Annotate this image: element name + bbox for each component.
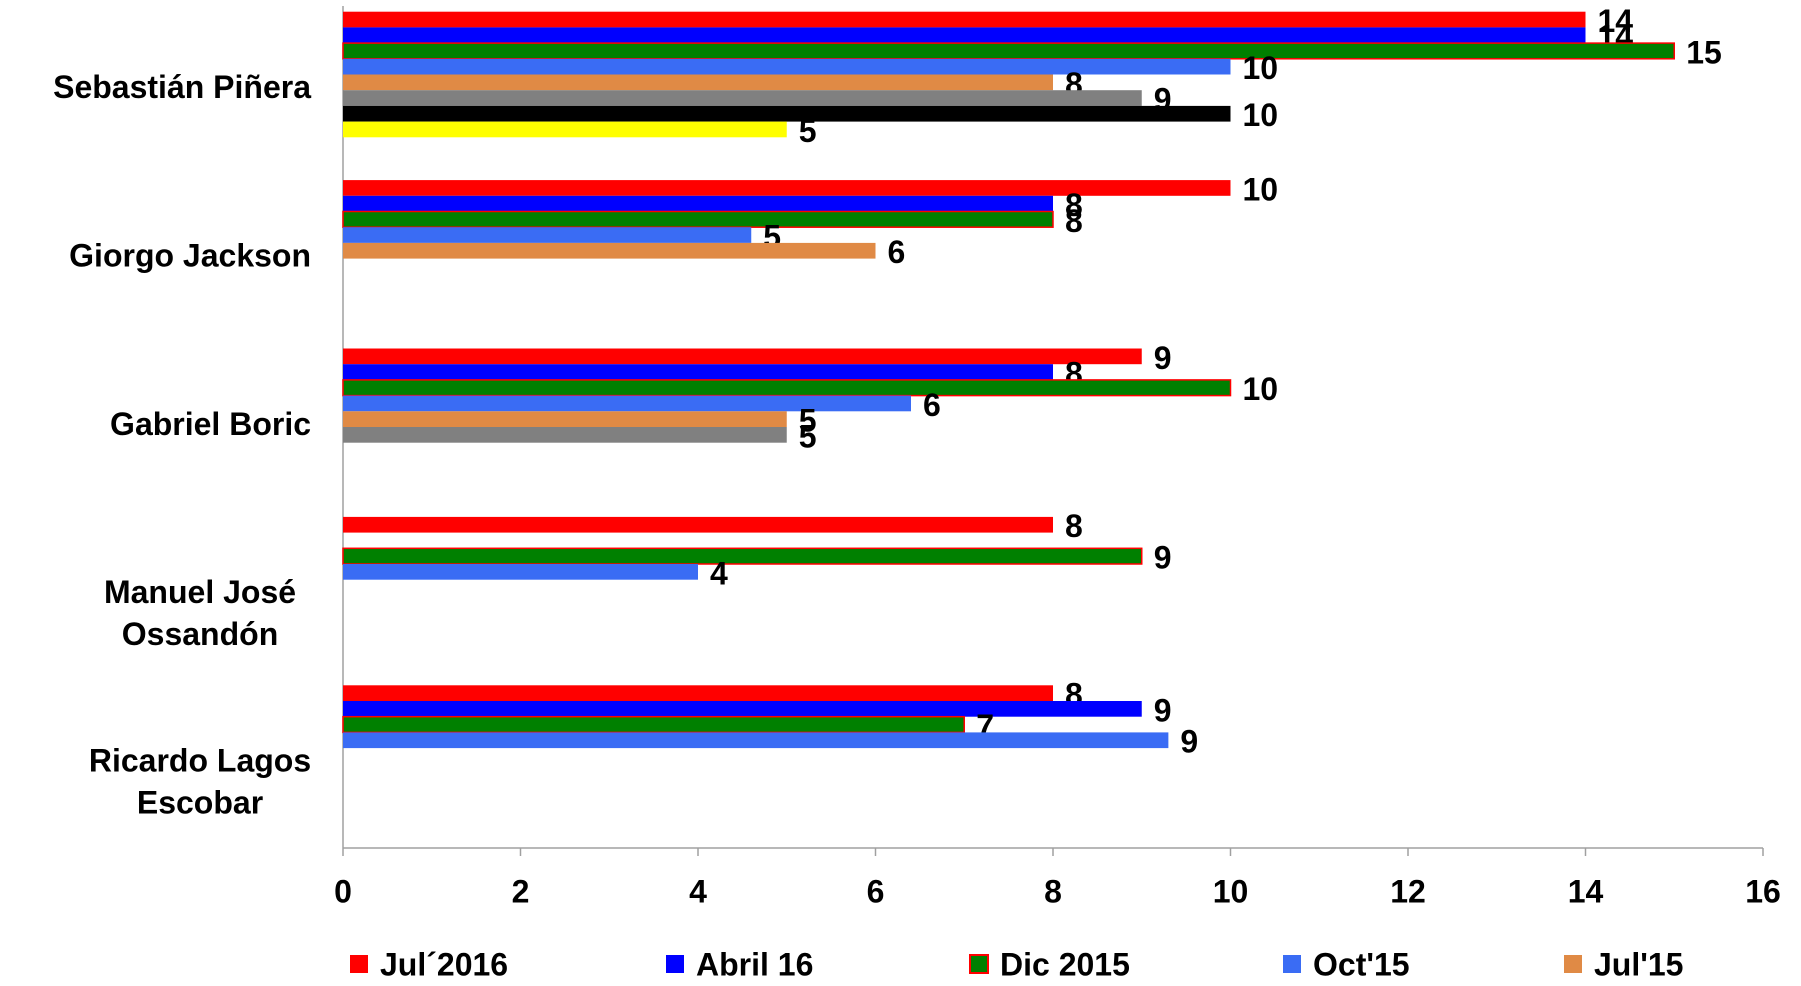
bar xyxy=(343,732,1168,748)
x-tick-label: 6 xyxy=(867,873,885,909)
x-tick-label: 14 xyxy=(1568,873,1604,909)
y-tick-label: Sebastián Piñera xyxy=(53,69,311,105)
bar xyxy=(343,43,1674,59)
bar xyxy=(343,685,1053,701)
data-label: 9 xyxy=(1180,724,1198,760)
data-label: 6 xyxy=(888,234,906,270)
x-tick-label: 16 xyxy=(1745,873,1781,909)
data-label: 9 xyxy=(1154,340,1172,376)
data-label: 10 xyxy=(1243,371,1279,407)
legend-swatch xyxy=(970,955,988,973)
x-tick-label: 4 xyxy=(689,873,707,909)
bar xyxy=(343,180,1231,196)
x-tick-label: 8 xyxy=(1044,873,1062,909)
bar xyxy=(343,517,1053,533)
data-label: 4 xyxy=(710,555,728,591)
data-label: 5 xyxy=(799,113,817,149)
bar xyxy=(343,212,1053,228)
bar xyxy=(343,701,1142,717)
bar xyxy=(343,12,1586,28)
data-label: 10 xyxy=(1243,97,1279,133)
y-tick-label: Giorgo Jackson xyxy=(69,238,311,274)
data-label: 15 xyxy=(1686,34,1722,70)
legend-label: Jul´2016 xyxy=(380,946,508,982)
bar xyxy=(343,243,876,259)
bar xyxy=(343,27,1586,43)
bar xyxy=(343,90,1142,106)
x-tick-label: 0 xyxy=(334,873,352,909)
data-label: 6 xyxy=(923,387,941,423)
data-label: 9 xyxy=(1154,540,1172,576)
bar xyxy=(343,717,964,733)
data-label: 5 xyxy=(799,418,817,454)
data-label: 10 xyxy=(1243,171,1279,207)
x-tick-label: 12 xyxy=(1390,873,1426,909)
legend-label: Abril 16 xyxy=(696,946,813,982)
legend-swatch xyxy=(350,955,368,973)
bar xyxy=(343,59,1231,75)
bar xyxy=(343,380,1231,396)
data-label: 10 xyxy=(1243,50,1279,86)
legend-swatch xyxy=(666,955,684,973)
bar xyxy=(343,75,1053,91)
legend-swatch xyxy=(1283,955,1301,973)
data-label: 9 xyxy=(1154,692,1172,728)
legend-label: Jul'15 xyxy=(1594,946,1683,982)
data-label: 8 xyxy=(1065,203,1083,239)
chart: 0 2 4 6 8 10 12 14 16 Sebastián Piñera Giorgo Jack… xyxy=(0,0,1801,986)
data-label: 8 xyxy=(1065,508,1083,544)
bar xyxy=(343,106,1231,122)
bar xyxy=(343,227,751,243)
bar xyxy=(343,411,787,427)
bar xyxy=(343,548,1142,564)
y-tick-label: Gabriel Boric xyxy=(110,406,311,442)
x-tick-label: 2 xyxy=(512,873,530,909)
x-tick-label: 10 xyxy=(1213,873,1249,909)
legend-swatch xyxy=(1564,955,1582,973)
bar xyxy=(343,349,1142,365)
bar xyxy=(343,364,1053,380)
bar xyxy=(343,427,787,443)
legend-label: Oct'15 xyxy=(1313,946,1410,982)
bar xyxy=(343,122,787,138)
legend-label: Dic 2015 xyxy=(1000,946,1130,982)
bar xyxy=(343,196,1053,212)
bar xyxy=(343,396,911,412)
bar xyxy=(343,564,698,580)
